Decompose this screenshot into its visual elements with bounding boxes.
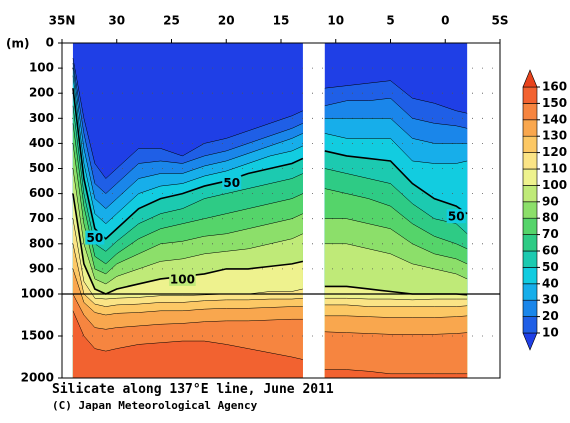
y-tick-label: 2000	[21, 371, 54, 385]
contour-label-bg	[446, 209, 466, 224]
chart-title: Silicate along 137°E line, June 2011	[52, 382, 334, 397]
x-tick-label: 5S	[492, 14, 509, 28]
contour-line	[324, 297, 468, 301]
y-tick-label: 400	[29, 136, 54, 150]
x-tick-label: 10	[327, 14, 344, 28]
colorbar-label: 150	[542, 96, 567, 110]
contour-line	[324, 304, 468, 307]
contour-label: 100	[170, 272, 195, 286]
colorbar-cell	[522, 152, 538, 170]
contour-line	[324, 80, 468, 114]
contour-label: 50	[448, 210, 465, 224]
y-tick-label: 700	[29, 211, 54, 225]
x-tick-label: 30	[108, 14, 125, 28]
contour-band	[324, 331, 468, 378]
contour-line	[324, 243, 468, 280]
contour-line	[72, 63, 304, 194]
colorbar-label: 10	[542, 326, 559, 340]
y-axis-label: (m)	[6, 37, 29, 51]
colorbar-cell	[522, 135, 538, 153]
y-tick-label: 0	[46, 36, 54, 50]
colorbar-label: 130	[542, 129, 567, 143]
colorbar-label: 140	[542, 112, 567, 126]
y-tick-label: 1500	[21, 329, 54, 343]
colorbar-cell	[522, 250, 538, 268]
colorbar-label: 90	[542, 194, 559, 208]
colorbar-label: 60	[542, 244, 559, 258]
y-tick-label: 200	[29, 86, 54, 100]
y-tick-label: 100	[29, 61, 54, 75]
plot-area: 50 50 100 50	[62, 42, 500, 379]
contour-line	[324, 118, 468, 144]
colorbar-cell	[522, 316, 538, 334]
colorbar-cell	[522, 86, 538, 104]
colorbar-cell	[522, 69, 538, 88]
colorbar-cell	[522, 103, 538, 121]
x-tick-label: 5	[386, 14, 394, 28]
contour-label-bg	[85, 230, 105, 245]
y-tick-label: 800	[29, 236, 54, 250]
contour-label-bg	[222, 175, 242, 190]
colorbar-cell	[522, 201, 538, 219]
contour-line	[324, 150, 468, 215]
colorbar-cell	[522, 299, 538, 317]
colorbar-label: 110	[542, 162, 567, 176]
y-tick-label: 900	[29, 261, 54, 275]
contour-line	[72, 243, 303, 307]
contour-line	[72, 58, 304, 179]
x-tick-label: 20	[218, 14, 235, 28]
contour-line	[72, 143, 304, 275]
x-tick-label: 15	[273, 14, 290, 28]
colorbar-cell	[522, 217, 538, 235]
y-tick-label: 300	[29, 111, 54, 125]
contour-line	[324, 188, 468, 250]
contour-line	[72, 168, 304, 285]
contour-line	[324, 97, 468, 129]
contour-band	[72, 310, 303, 378]
contour-label: 50	[86, 231, 103, 245]
colorbar-label: 160	[542, 80, 567, 94]
contour-line	[324, 315, 468, 318]
y-tick-label: 600	[29, 186, 54, 200]
colorbar-label: 40	[542, 276, 559, 290]
contour-line	[72, 268, 303, 316]
y-tick-label: 1000	[21, 287, 54, 301]
colorbar-cell	[522, 283, 538, 301]
colorbar-label: 30	[542, 293, 559, 307]
colorbar-label: 50	[542, 260, 559, 274]
contour-line	[324, 133, 468, 164]
colorbar-cell	[522, 267, 538, 285]
contour-line	[324, 218, 468, 265]
colorbar-cell	[522, 119, 538, 137]
colorbar-cell	[522, 234, 538, 252]
colorbar-cell	[522, 185, 538, 203]
contour-line	[72, 123, 304, 265]
colorbar-label: 120	[542, 145, 567, 159]
contour-line	[72, 88, 304, 240]
contour-line	[72, 75, 304, 225]
x-tick-label: 25	[163, 14, 180, 28]
contour-label-bg	[169, 271, 196, 286]
colorbar-label: 20	[542, 309, 559, 323]
contour-line	[72, 68, 304, 209]
contour-label: 50	[223, 176, 240, 190]
colorbar-label: 70	[542, 227, 559, 241]
contour-line	[72, 310, 303, 360]
credit: (C) Japan Meteorological Agency	[52, 399, 258, 412]
contour-line	[72, 293, 303, 330]
x-tick-label: 0	[441, 14, 449, 28]
y-tick-label: 500	[29, 161, 54, 175]
contour-line	[72, 105, 304, 252]
colorbar-label: 100	[542, 178, 567, 192]
colorbar-cell	[522, 168, 538, 186]
colorbar-label: 80	[542, 211, 559, 225]
contour-line	[72, 218, 303, 300]
x-tick-label: 35N	[49, 14, 76, 28]
contour-line	[324, 369, 468, 375]
contour-line	[324, 331, 468, 335]
